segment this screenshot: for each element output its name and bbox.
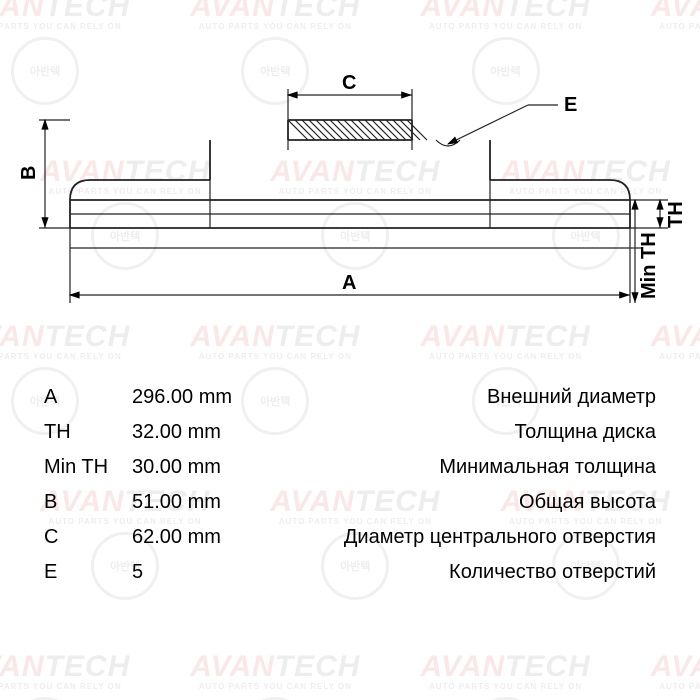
spec-value: 32.00 mm	[128, 415, 276, 450]
canvas: AVANTECHAUTO PARTS YOU CAN RELY ON아반텍AVA…	[0, 0, 700, 700]
brake-disc-diagram: A C E B THMin TH	[0, 0, 700, 360]
spec-code: A	[40, 380, 128, 415]
spec-desc: Количество отверстий	[276, 555, 660, 590]
table-row: B51.00 mmОбщая высота	[40, 485, 660, 520]
spec-value: 62.00 mm	[128, 520, 276, 555]
table-row: E5Количество отверстий	[40, 555, 660, 590]
svg-text:C: C	[342, 72, 356, 94]
svg-text:B: B	[18, 166, 40, 180]
svg-text:E: E	[564, 94, 577, 116]
spec-code: C	[40, 520, 128, 555]
table-row: TH32.00 mmТолщина диска	[40, 415, 660, 450]
spec-value: 296.00 mm	[128, 380, 276, 415]
spec-value: 51.00 mm	[128, 485, 276, 520]
spec-value: 5	[128, 555, 276, 590]
spec-code: E	[40, 555, 128, 590]
spec-value: 30.00 mm	[128, 450, 276, 485]
spec-desc: Минимальная толщина	[276, 450, 660, 485]
diagram-svg: A C E B THMin TH	[0, 0, 700, 360]
spec-code: B	[40, 485, 128, 520]
table-row: C62.00 mmДиаметр центрального отверстия	[40, 520, 660, 555]
spec-desc: Общая высота	[276, 485, 660, 520]
svg-text:TH: TH	[665, 201, 687, 228]
svg-text:Min TH: Min TH	[638, 232, 660, 299]
table-row: Min TH30.00 mmМинимальная толщина	[40, 450, 660, 485]
spec-desc: Внешний диаметр	[276, 380, 660, 415]
spec-desc: Диаметр центрального отверстия	[276, 520, 660, 555]
svg-text:A: A	[342, 272, 356, 294]
spec-code: Min TH	[40, 450, 128, 485]
table-row: A296.00 mmВнешний диаметр	[40, 380, 660, 415]
table: A296.00 mmВнешний диаметрTH32.00 mmТолщи…	[40, 380, 660, 590]
spec-desc: Толщина диска	[276, 415, 660, 450]
spec-table: A296.00 mmВнешний диаметрTH32.00 mmТолщи…	[40, 380, 660, 590]
spec-code: TH	[40, 415, 128, 450]
